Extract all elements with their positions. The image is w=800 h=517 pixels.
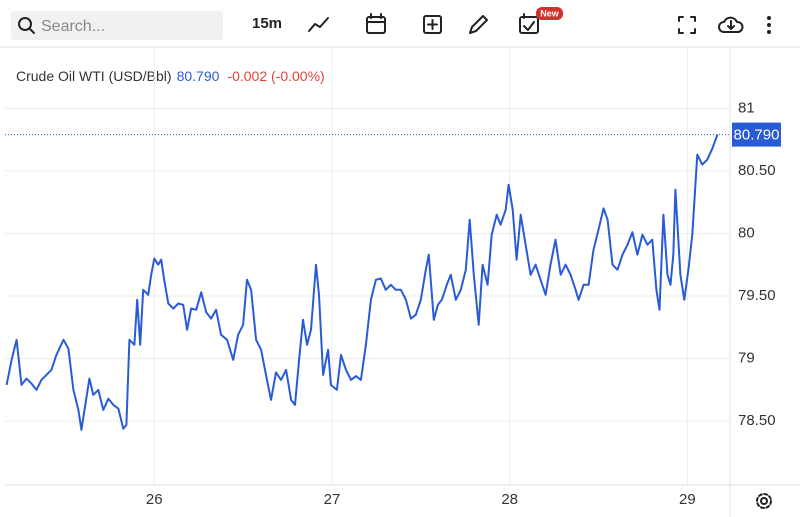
chart-type-button[interactable]	[308, 17, 329, 32]
download-button[interactable]	[718, 16, 744, 33]
search-placeholder: Search...	[41, 18, 105, 35]
x-tick-label: 26	[146, 491, 163, 508]
last-price: 80.790	[177, 68, 220, 84]
fullscreen-button[interactable]	[678, 16, 696, 34]
x-tick-label: 29	[679, 491, 696, 508]
y-tick-label: 78.50	[738, 412, 776, 429]
y-tick-label: 79.50	[738, 287, 776, 304]
plot-area: 81 80.50 80 79.50 79 78.50 26 27 28 29	[5, 47, 776, 508]
x-tick-label: 27	[324, 491, 341, 508]
x-tick-label: 28	[501, 491, 518, 508]
price-change: -0.002 (-0.00%)	[227, 68, 324, 84]
settings-button[interactable]	[756, 493, 772, 509]
last-price-tag	[732, 122, 781, 147]
y-tick-label: 80.50	[738, 162, 776, 179]
draw-button[interactable]	[469, 15, 488, 34]
price-line	[5, 134, 719, 431]
search-icon	[18, 17, 35, 34]
menu-button[interactable]	[767, 16, 771, 34]
add-indicator-button[interactable]	[423, 15, 442, 34]
interval-button[interactable]: 15m	[252, 15, 282, 32]
events-button[interactable]	[519, 13, 539, 34]
calendar-button[interactable]	[366, 13, 386, 34]
search-box[interactable]	[11, 11, 223, 40]
y-tick-label: 80	[738, 224, 755, 241]
y-tick-label: 79	[738, 350, 755, 367]
y-tick-label: 81	[738, 99, 755, 116]
instrument-name: Crude Oil WTI (USD/Bbl)	[16, 68, 172, 84]
last-price-tag-label: 80.790	[734, 127, 780, 144]
chart-header: Crude Oil WTI (USD/Bbl) 80.790 -0.002 (-0.…	[16, 68, 325, 84]
new-badge-text: New	[540, 8, 560, 18]
new-badge	[536, 7, 563, 20]
